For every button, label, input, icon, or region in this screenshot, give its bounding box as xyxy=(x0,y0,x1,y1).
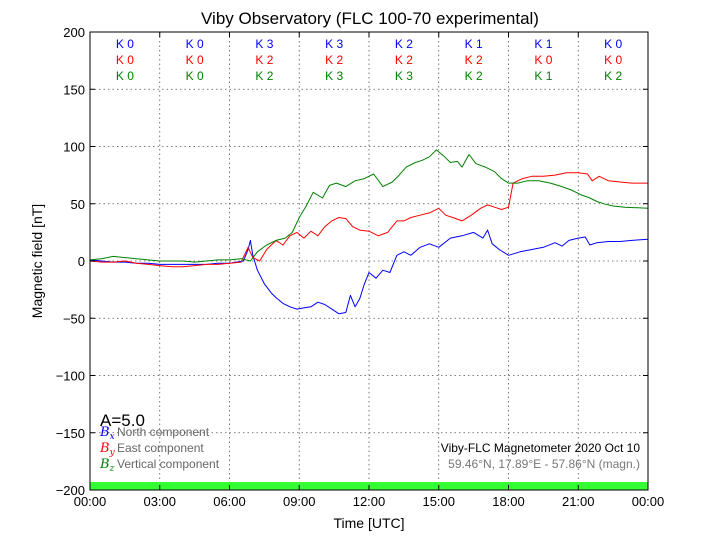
k-index-vertical: K 2 xyxy=(604,69,622,83)
legend-symbol-vertical: Bz xyxy=(99,457,115,474)
k-index-vertical: K 0 xyxy=(186,69,204,83)
k-index-north: K 0 xyxy=(116,37,134,51)
series-line-north xyxy=(89,229,649,315)
x-tick-label: 03:00 xyxy=(143,494,176,509)
x-tick-label: 15:00 xyxy=(422,494,455,509)
x-tick-label: 00:00 xyxy=(632,494,665,509)
k-index-labels: K 0 K 0 K 3 K 3 K 2 K 1 K 1 K 0 K 0 K 0 K 2 K 2 K 2 K… xyxy=(116,37,623,83)
k-index-vertical: K 2 xyxy=(255,69,273,83)
y-tick-label: 100 xyxy=(63,140,85,155)
k-index-north: K 1 xyxy=(465,37,483,51)
k-index-east: K 0 xyxy=(186,53,204,67)
y-tick-label: 200 xyxy=(63,25,85,40)
legend-item-vertical: Bz Vertical component xyxy=(99,457,220,474)
k-index-vertical: K 2 xyxy=(465,69,483,83)
y-tick-label: 150 xyxy=(63,82,85,97)
k-index-vertical: K 0 xyxy=(116,69,134,83)
x-tick-label: 06:00 xyxy=(213,494,246,509)
legend-symbol-east: By xyxy=(99,441,116,458)
series-line-vertical xyxy=(89,149,649,263)
instrument-info: Viby-FLC Magnetometer 2020 Oct 10 xyxy=(441,441,641,455)
x-tick-label: 18:00 xyxy=(492,494,525,509)
y-tick-label: −50 xyxy=(63,311,85,326)
k-index-east: K 2 xyxy=(395,53,413,67)
k-index-east: K 0 xyxy=(534,53,552,67)
y-tick-label: 0 xyxy=(78,254,85,269)
y-tick-label: −200 xyxy=(56,483,85,498)
k-index-vertical: K 3 xyxy=(325,69,343,83)
a-index: A=5.0 xyxy=(100,411,145,430)
legend-label-east: East component xyxy=(117,441,204,455)
x-axis-label: Time [UTC] xyxy=(333,515,404,531)
x-tick-label: 21:00 xyxy=(562,494,595,509)
location-info: 59.46°N, 17.89°E - 57.86°N (magn.) xyxy=(448,457,640,471)
legend: Bx North component By East component Bz … xyxy=(99,425,220,474)
y-tick-label: 50 xyxy=(71,197,85,212)
k-index-east: K 2 xyxy=(255,53,273,67)
k-index-vertical: K 3 xyxy=(395,69,413,83)
series-layer xyxy=(89,149,649,315)
k-index-east: K 0 xyxy=(604,53,622,67)
k-index-north: K 0 xyxy=(186,37,204,51)
legend-label-north: North component xyxy=(117,425,210,439)
k-index-east: K 0 xyxy=(116,53,134,67)
k-index-east: K 2 xyxy=(465,53,483,67)
legend-label-vertical: Vertical component xyxy=(117,457,220,471)
k-index-north: K 1 xyxy=(534,37,552,51)
y-tick-label: −100 xyxy=(56,369,85,384)
legend-item-north: Bx North component xyxy=(99,425,210,442)
y-axis-ticks: −200 −150 −100 −50 0 50 100 150 200 xyxy=(56,25,648,498)
y-tick-label: −150 xyxy=(56,426,85,441)
x-tick-label: 12:00 xyxy=(353,494,386,509)
k-index-vertical: K 1 xyxy=(534,69,552,83)
x-tick-label: 00:00 xyxy=(74,494,107,509)
k-index-north: K 2 xyxy=(395,37,413,51)
x-axis-ticks: 00:00 03:00 06:00 09:00 12:00 15:00 18:00 21:00… xyxy=(74,32,665,509)
series-line-east xyxy=(89,172,648,268)
k-index-north: K 3 xyxy=(255,37,273,51)
legend-item-east: By East component xyxy=(99,441,204,458)
k-index-north: K 0 xyxy=(604,37,622,51)
chart-title: Viby Observatory (FLC 100-70 experimenta… xyxy=(201,9,539,28)
y-axis-label: Magnetic field [nT] xyxy=(29,204,45,318)
k-index-east: K 2 xyxy=(325,53,343,67)
k-index-north: K 3 xyxy=(325,37,343,51)
x-tick-label: 09:00 xyxy=(283,494,316,509)
gridlines xyxy=(90,32,648,490)
legend-symbol-north: Bx xyxy=(99,425,115,442)
